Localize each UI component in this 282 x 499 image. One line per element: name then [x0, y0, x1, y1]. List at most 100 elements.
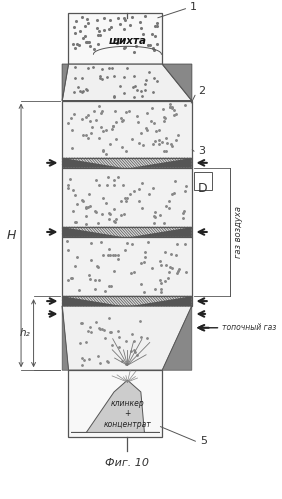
Point — [79, 319, 83, 327]
Point — [172, 111, 177, 119]
Point — [158, 211, 163, 219]
Text: 5: 5 — [200, 436, 207, 446]
Polygon shape — [131, 227, 192, 237]
Point — [91, 63, 96, 71]
Point — [73, 191, 78, 199]
Text: 2: 2 — [198, 86, 205, 96]
Point — [69, 274, 73, 282]
Point — [95, 24, 99, 32]
Point — [134, 42, 138, 50]
Point — [129, 240, 134, 248]
Point — [145, 334, 149, 342]
Point — [161, 105, 166, 113]
Point — [138, 23, 143, 31]
Point — [72, 74, 77, 82]
Point — [128, 191, 133, 199]
Point — [98, 359, 102, 367]
Point — [175, 131, 180, 139]
Point — [117, 20, 122, 28]
Point — [121, 44, 126, 52]
Point — [138, 87, 143, 95]
Point — [104, 126, 108, 134]
Point — [144, 76, 148, 84]
Point — [95, 16, 99, 24]
Point — [72, 110, 76, 118]
Point — [158, 276, 162, 284]
Point — [113, 219, 117, 227]
Point — [160, 138, 165, 146]
Point — [80, 115, 84, 123]
Point — [146, 41, 150, 49]
Point — [95, 219, 100, 227]
Point — [111, 251, 115, 259]
Point — [87, 190, 91, 198]
Point — [103, 150, 108, 158]
Point — [109, 328, 113, 336]
Point — [132, 187, 136, 195]
Point — [83, 338, 88, 346]
Point — [162, 113, 167, 121]
Point — [184, 182, 188, 190]
Point — [81, 197, 85, 205]
Point — [116, 327, 121, 335]
Point — [120, 117, 124, 125]
Point — [142, 248, 147, 256]
Polygon shape — [131, 158, 192, 168]
Point — [112, 92, 116, 100]
Point — [111, 122, 115, 130]
Point — [173, 136, 178, 144]
Point — [87, 271, 91, 279]
Point — [83, 22, 87, 30]
Point — [175, 240, 179, 248]
Point — [105, 358, 110, 366]
Point — [106, 251, 110, 259]
Point — [87, 355, 91, 363]
Point — [136, 197, 141, 205]
Point — [171, 189, 176, 197]
Point — [70, 274, 74, 282]
Point — [101, 14, 106, 22]
Point — [88, 323, 92, 331]
Point — [127, 21, 132, 29]
Point — [96, 134, 101, 142]
Point — [146, 238, 150, 246]
Point — [96, 40, 100, 48]
Point — [139, 259, 143, 267]
Point — [159, 285, 163, 293]
Point — [136, 118, 140, 126]
Point — [98, 238, 103, 246]
Point — [133, 82, 137, 90]
Point — [84, 38, 89, 46]
Point — [139, 280, 144, 288]
Point — [135, 112, 140, 120]
Point — [70, 187, 75, 195]
Point — [102, 26, 107, 34]
Point — [70, 126, 74, 134]
Point — [142, 288, 146, 296]
Point — [159, 288, 164, 296]
Point — [96, 276, 101, 284]
Point — [112, 181, 116, 189]
Point — [142, 12, 147, 20]
Text: газ воздуха: газ воздуха — [234, 206, 243, 258]
Point — [81, 34, 86, 42]
Point — [135, 86, 140, 94]
Point — [175, 269, 179, 277]
Point — [125, 194, 129, 202]
Point — [129, 12, 134, 20]
Point — [149, 104, 154, 112]
Point — [84, 131, 89, 139]
Point — [117, 343, 121, 351]
Point — [139, 333, 143, 341]
Point — [88, 274, 92, 282]
Point — [170, 190, 175, 198]
Point — [121, 116, 125, 124]
Point — [114, 35, 119, 43]
Point — [131, 83, 136, 91]
Point — [137, 139, 142, 147]
Point — [169, 103, 174, 111]
Point — [158, 279, 163, 287]
Point — [155, 22, 159, 30]
Point — [154, 127, 158, 135]
Point — [85, 14, 90, 22]
